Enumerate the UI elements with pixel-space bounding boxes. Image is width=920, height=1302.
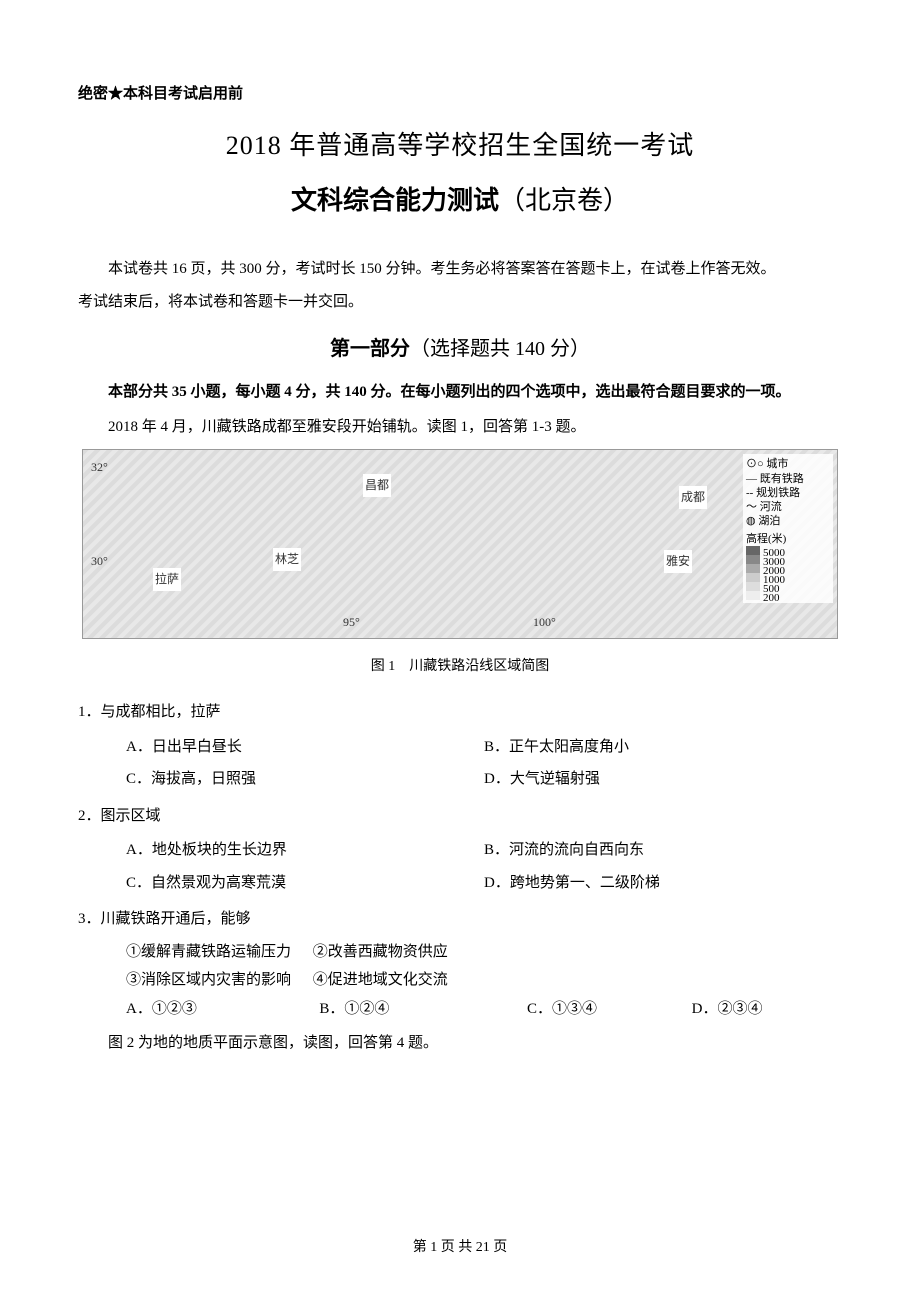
q1-opt-a: A．日出早白昼长 [126, 731, 484, 764]
q1-3-context: 2018 年 4 月，川藏铁路成都至雅安段开始铺轨。读图 1，回答第 1-3 题… [78, 413, 842, 442]
q3-stem: 3．川藏铁路开通后，能够 [78, 905, 842, 934]
intro-line-2: 考试结束后，将本试卷和答题卡一并交回。 [78, 288, 842, 317]
exam-title-sub-bold: 文科综合能力测试 [291, 186, 499, 215]
q1-opt-b: B．正午太阳高度角小 [484, 731, 842, 764]
q2-stem: 2．图示区域 [78, 802, 842, 831]
legend-lake: ◍ 湖泊 [746, 514, 830, 528]
q3-sub-row1: ①缓解青藏铁路运输压力 ②改善西藏物资供应 [126, 938, 842, 967]
section-1-paren: （选择题共 140 分） [410, 338, 590, 360]
map-lon-95: 95° [343, 611, 360, 634]
page-footer: 第 1 页 共 21 页 [0, 1235, 920, 1262]
map-lat-30: 30° [91, 550, 108, 573]
q1-options: A．日出早白昼长 B．正午太阳高度角小 C．海拔高，日照强 D．大气逆辐射强 [126, 731, 842, 796]
map-city-changdu: 昌都 [363, 474, 391, 497]
exam-title-sub-paren: （北京卷） [499, 186, 629, 215]
q2-options: A．地处板块的生长边界 B．河流的流向自西向东 C．自然景观为高寒荒漠 D．跨地… [126, 834, 842, 899]
q3-sub-row2: ③消除区域内灾害的影响 ④促进地域文化交流 [126, 966, 842, 995]
map-legend: ⊙○ 城市 — 既有铁路 -- 规划铁路 ～ 河流 ◍ 湖泊 高程(米) 500… [743, 454, 833, 603]
q1-stem: 1．与成都相比，拉萨 [78, 698, 842, 727]
q3-opt-b: B．①②④ [319, 995, 527, 1024]
q1-opt-d: D．大气逆辐射强 [484, 763, 842, 796]
legend-city: ⊙○ 城市 [746, 457, 830, 471]
q1-opt-c: C．海拔高，日照强 [126, 763, 484, 796]
q2-opt-a: A．地处板块的生长边界 [126, 834, 484, 867]
q4-context: 图 2 为地的地质平面示意图，读图，回答第 4 题。 [78, 1029, 842, 1058]
q3-opt-c: C．①③④ [527, 995, 692, 1024]
figure-1-map: 32° 30° 95° 100° 昌都 成都 林芝 雅安 拉萨 ⊙○ 城市 — … [82, 449, 838, 639]
legend-elev-title: 高程(米) [746, 532, 830, 546]
q2-opt-b: B．河流的流向自西向东 [484, 834, 842, 867]
map-city-lhasa: 拉萨 [153, 568, 181, 591]
map-lat-32: 32° [91, 456, 108, 479]
legend-planned-rail: -- 规划铁路 [746, 486, 830, 500]
legend-river: ～ 河流 [746, 500, 830, 514]
q3-opt-d: D．②③④ [692, 995, 842, 1024]
figure-1-caption: 图 1 川藏铁路沿线区域简图 [78, 654, 842, 681]
q3-sub4: ④促进地域文化交流 [313, 972, 448, 988]
legend-existing-rail: — 既有铁路 [746, 472, 830, 486]
q3-opt-a: A．①②③ [126, 995, 319, 1024]
legend-elev-3000: 3000 [763, 555, 785, 564]
q3-sub3: ③消除区域内灾害的影响 [126, 972, 291, 988]
legend-elev-5000: 5000 [763, 546, 785, 555]
map-city-yaan: 雅安 [664, 550, 692, 573]
legend-elev-2000: 2000 [763, 564, 785, 573]
q2-opt-d: D．跨地势第一、二级阶梯 [484, 867, 842, 900]
q3-options: A．①②③ B．①②④ C．①③④ D．②③④ [126, 995, 842, 1024]
exam-title-sub: 文科综合能力测试（北京卷） [78, 176, 842, 225]
confidential-notice: 绝密★本科目考试启用前 [78, 80, 842, 109]
figure-1-wrap: 32° 30° 95° 100° 昌都 成都 林芝 雅安 拉萨 ⊙○ 城市 — … [78, 449, 842, 650]
map-city-linzhi: 林芝 [273, 548, 301, 571]
legend-elev-1000: 1000 [763, 573, 785, 582]
map-lon-100: 100° [533, 611, 556, 634]
map-city-chengdu: 成都 [679, 486, 707, 509]
q2-opt-c: C．自然景观为高寒荒漠 [126, 867, 484, 900]
exam-title-main: 2018 年普通高等学校招生全国统一考试 [78, 121, 842, 170]
q3-sub1: ①缓解青藏铁路运输压力 [126, 944, 291, 960]
legend-elev-200: 200 [763, 591, 785, 600]
intro-line-1: 本试卷共 16 页，共 300 分，考试时长 150 分钟。考生务必将答案答在答… [78, 255, 842, 284]
section-1-instruction: 本部分共 35 小题，每小题 4 分，共 140 分。在每小题列出的四个选项中，… [78, 378, 842, 407]
q3-sub2: ②改善西藏物资供应 [313, 944, 448, 960]
section-1-title: 第一部分 [330, 338, 410, 360]
section-1-header: 第一部分（选择题共 140 分） [78, 330, 842, 368]
